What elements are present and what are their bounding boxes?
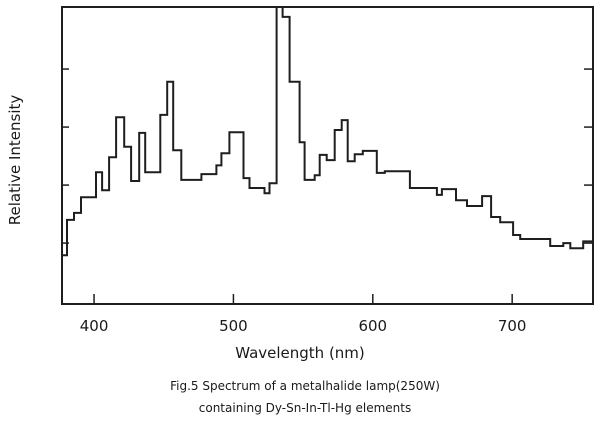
- x-tick-label: 700: [498, 317, 527, 335]
- x-tick-label: 500: [219, 317, 248, 335]
- caption-line-1: Fig.5 Spectrum of a metalhalide lamp(250…: [170, 379, 440, 393]
- spectrum-line: [62, 7, 593, 257]
- x-axis-title: Wavelength (nm): [235, 344, 365, 362]
- x-tick-label: 400: [80, 317, 109, 335]
- y-axis-title: Relative Intensity: [6, 95, 24, 226]
- caption-line-2: containing Dy-Sn-In-Tl-Hg elements: [199, 401, 411, 415]
- plot-frame: [61, 6, 594, 305]
- x-tick-label: 600: [358, 317, 387, 335]
